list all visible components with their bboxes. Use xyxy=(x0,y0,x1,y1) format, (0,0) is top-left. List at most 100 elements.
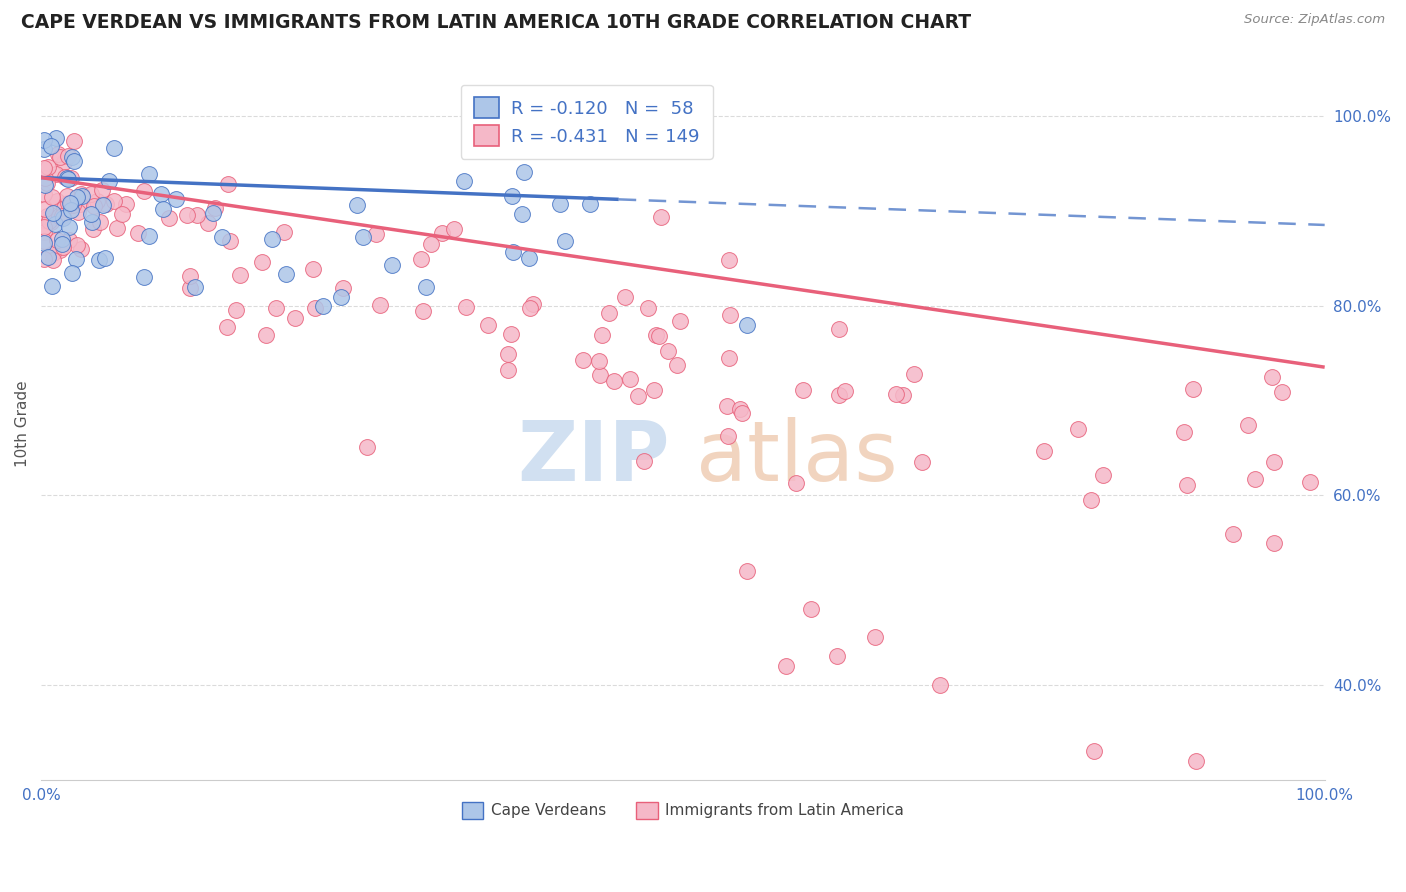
Point xyxy=(58,233,80,247)
Point xyxy=(668,314,690,328)
Point xyxy=(1263,455,1285,469)
Point xyxy=(63,153,86,168)
Point xyxy=(648,329,671,343)
Point xyxy=(731,407,754,421)
Point xyxy=(56,149,79,163)
Point xyxy=(1083,744,1105,758)
Point xyxy=(42,246,65,260)
Point xyxy=(103,141,125,155)
Point xyxy=(41,189,63,203)
Point xyxy=(262,232,284,246)
Point xyxy=(32,234,55,248)
Point xyxy=(578,197,600,211)
Point xyxy=(32,252,55,266)
Point xyxy=(48,243,70,257)
Point xyxy=(1173,425,1195,439)
Point xyxy=(657,344,679,359)
Point xyxy=(41,253,63,268)
Point xyxy=(51,209,73,223)
Point xyxy=(82,221,104,235)
Point xyxy=(865,631,887,645)
Point xyxy=(572,353,595,368)
Point xyxy=(45,194,67,208)
Point xyxy=(39,211,62,225)
Point xyxy=(66,189,89,203)
Point xyxy=(34,202,56,217)
Point xyxy=(1298,475,1320,489)
Point xyxy=(127,226,149,240)
Point xyxy=(83,199,105,213)
Point xyxy=(152,202,174,216)
Point xyxy=(56,195,79,210)
Point xyxy=(453,173,475,187)
Point xyxy=(201,206,224,220)
Point xyxy=(53,170,76,185)
Point xyxy=(211,230,233,244)
Point xyxy=(98,174,121,188)
Point xyxy=(501,188,523,202)
Point xyxy=(834,384,856,398)
Point xyxy=(46,147,69,161)
Point xyxy=(554,234,576,248)
Point xyxy=(225,302,247,317)
Point xyxy=(603,375,626,389)
Point xyxy=(284,311,307,326)
Point xyxy=(59,195,82,210)
Legend: Cape Verdeans, Immigrants from Latin America: Cape Verdeans, Immigrants from Latin Ame… xyxy=(456,796,910,825)
Point xyxy=(66,204,89,219)
Point xyxy=(63,134,86,148)
Point xyxy=(32,142,55,156)
Point xyxy=(643,383,665,397)
Point xyxy=(49,150,72,164)
Point xyxy=(510,207,533,221)
Point xyxy=(165,192,187,206)
Point xyxy=(718,308,741,322)
Point xyxy=(735,318,758,332)
Point xyxy=(66,238,89,252)
Point xyxy=(352,230,374,244)
Point xyxy=(60,171,83,186)
Point xyxy=(62,198,84,212)
Point xyxy=(184,279,207,293)
Point xyxy=(792,383,814,397)
Point xyxy=(454,301,477,315)
Point xyxy=(80,207,103,221)
Point xyxy=(312,299,335,313)
Point xyxy=(197,216,219,230)
Point xyxy=(157,211,180,225)
Point xyxy=(717,351,740,365)
Point xyxy=(32,225,55,239)
Point xyxy=(37,209,59,223)
Point xyxy=(891,388,914,402)
Point xyxy=(32,212,55,227)
Point xyxy=(34,170,56,185)
Point xyxy=(186,208,208,222)
Point xyxy=(1243,472,1265,486)
Point xyxy=(46,233,69,247)
Point xyxy=(517,251,540,265)
Point xyxy=(132,270,155,285)
Point xyxy=(87,253,110,268)
Point xyxy=(91,183,114,197)
Point xyxy=(588,353,610,368)
Point xyxy=(598,306,620,320)
Point xyxy=(217,178,239,192)
Text: atlas: atlas xyxy=(696,417,897,498)
Point xyxy=(111,207,134,221)
Point xyxy=(432,226,454,240)
Point xyxy=(60,195,83,210)
Point xyxy=(39,215,62,229)
Point xyxy=(176,208,198,222)
Point xyxy=(304,301,326,315)
Point xyxy=(409,252,432,266)
Point xyxy=(179,268,201,283)
Point xyxy=(785,475,807,490)
Point xyxy=(443,222,465,236)
Point xyxy=(105,221,128,235)
Point xyxy=(34,235,56,250)
Point xyxy=(179,281,201,295)
Point xyxy=(800,602,823,616)
Point xyxy=(825,649,848,664)
Text: ZIP: ZIP xyxy=(517,417,671,498)
Point xyxy=(72,188,94,202)
